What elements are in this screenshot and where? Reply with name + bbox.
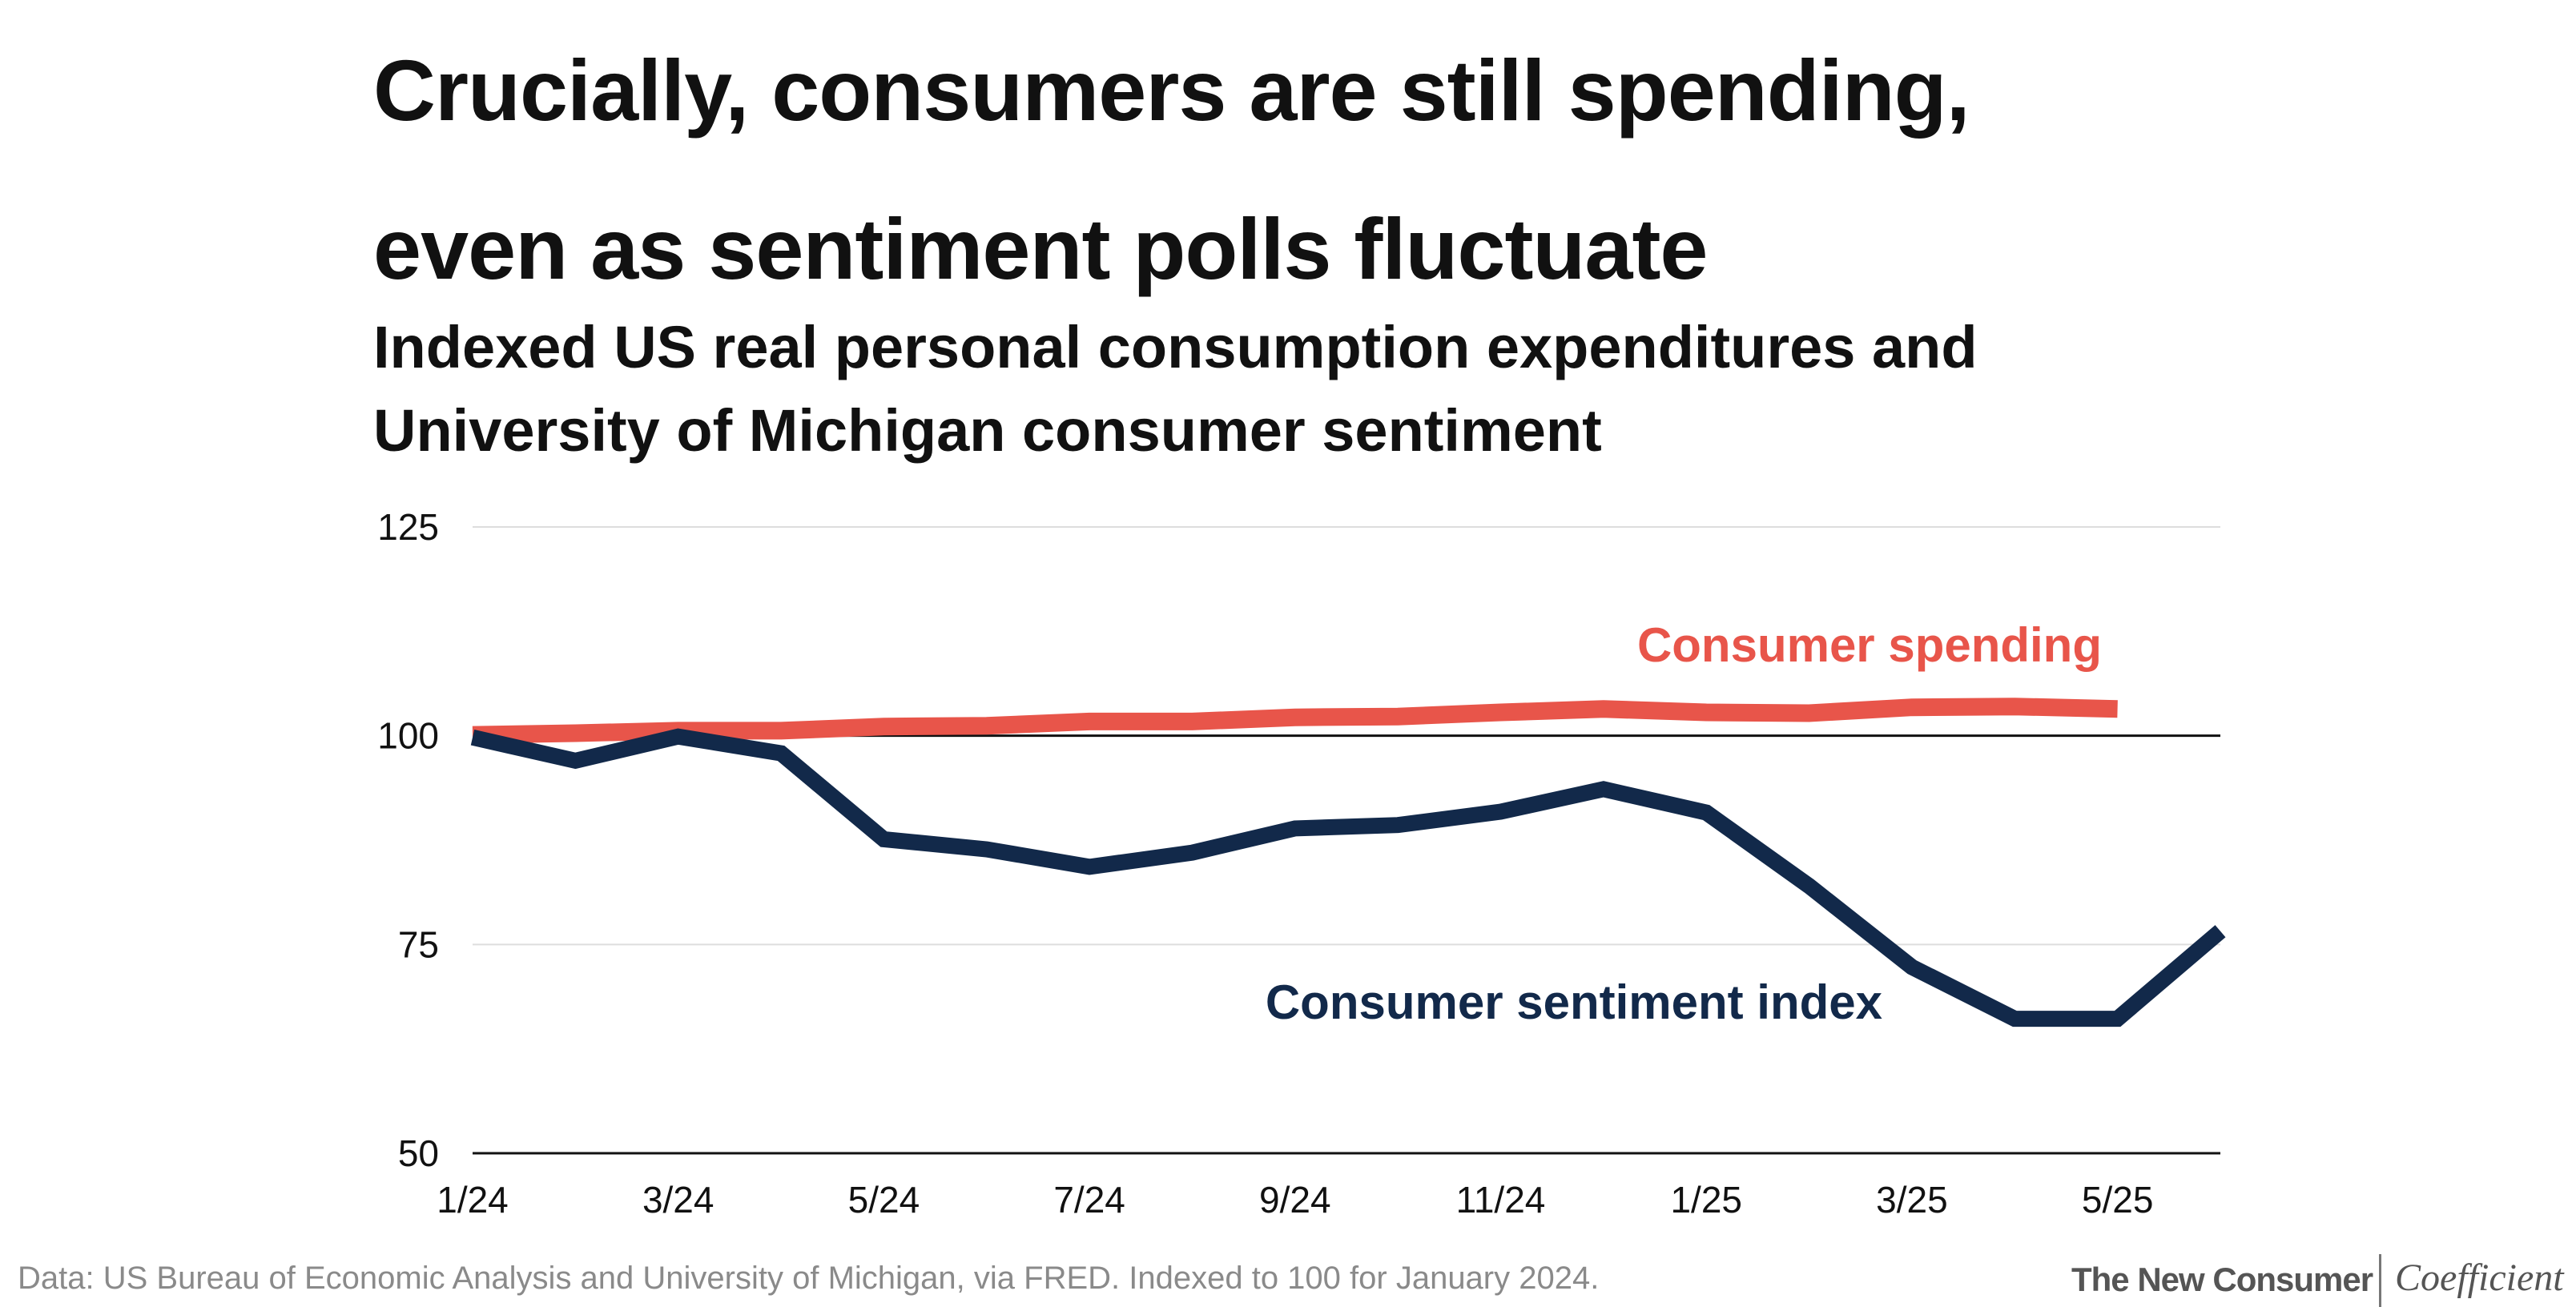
series-labels: Consumer spending Consumer sentiment ind… <box>1266 618 2102 1029</box>
x-tick-label: 5/25 <box>2082 1179 2154 1221</box>
series-line-consumer-sentiment-index <box>470 728 2226 1028</box>
title-line-2: even as sentiment polls fluctuate <box>373 200 1708 297</box>
y-tick-label: 50 <box>398 1132 439 1174</box>
brand-coefficient: Coefficient <box>2395 1257 2564 1299</box>
x-tick-label: 3/25 <box>1876 1179 1948 1221</box>
y-tick-label: 125 <box>377 506 439 548</box>
x-tick-label: 11/24 <box>1456 1179 1546 1221</box>
x-tick-label: 1/25 <box>1670 1179 1742 1221</box>
x-tick-label: 1/24 <box>437 1179 509 1221</box>
chart-title: Crucially, consumers are still spending,… <box>373 11 2456 328</box>
y-tick-label: 100 <box>377 715 439 757</box>
x-tick-label: 5/24 <box>848 1179 920 1221</box>
title-line-1: Crucially, consumers are still spending, <box>373 42 1970 139</box>
subtitle-line-2: University of Michigan consumer sentimen… <box>373 397 1602 464</box>
brand-the-new-consumer: The New Consumer <box>2071 1261 2373 1298</box>
series-label-consumer-spending: Consumer spending <box>1637 618 2102 672</box>
source-note: Data: US Bureau of Economic Analysis and… <box>18 1261 1600 1296</box>
axis-ticks: 125 100 75 50 1/24 3/24 5/24 7/24 9/24 11/24 1/25 3… <box>377 506 2153 1221</box>
x-tick-label: 7/24 <box>1053 1179 1125 1221</box>
brand-divider <box>2379 1254 2381 1307</box>
subtitle-line-1: Indexed US real personal consumption exp… <box>373 314 1978 380</box>
chart-subtitle: Indexed US real personal consumption exp… <box>373 306 2456 473</box>
y-tick-label: 75 <box>398 923 439 965</box>
x-tick-label: 3/24 <box>642 1179 714 1221</box>
series-line-consumer-spending <box>472 698 2118 744</box>
series-label-consumer-sentiment: Consumer sentiment index <box>1266 975 1882 1029</box>
x-tick-label: 9/24 <box>1259 1179 1331 1221</box>
series-lines <box>470 698 2226 1028</box>
